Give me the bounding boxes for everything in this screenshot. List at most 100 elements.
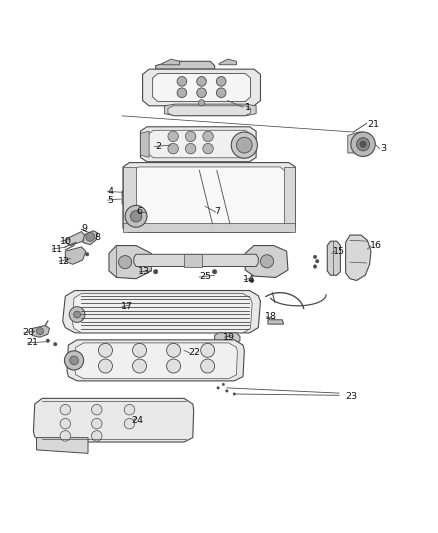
- Circle shape: [197, 88, 206, 98]
- Polygon shape: [123, 223, 295, 231]
- Circle shape: [222, 383, 225, 386]
- Text: 9: 9: [81, 224, 88, 233]
- Circle shape: [92, 418, 102, 429]
- Text: 1: 1: [245, 103, 251, 111]
- Text: 21: 21: [367, 120, 379, 129]
- Text: 8: 8: [95, 233, 101, 242]
- Circle shape: [36, 328, 43, 335]
- Text: 10: 10: [60, 237, 72, 246]
- Polygon shape: [152, 74, 251, 101]
- Polygon shape: [245, 246, 288, 277]
- Polygon shape: [65, 247, 86, 264]
- Text: 21: 21: [26, 338, 38, 348]
- Circle shape: [85, 253, 89, 256]
- Circle shape: [313, 265, 317, 268]
- Circle shape: [185, 131, 196, 142]
- Text: 3: 3: [381, 144, 387, 153]
- Circle shape: [74, 311, 81, 318]
- Polygon shape: [36, 438, 88, 454]
- Polygon shape: [65, 231, 85, 246]
- Circle shape: [53, 343, 57, 346]
- Circle shape: [313, 255, 317, 259]
- Circle shape: [212, 270, 217, 274]
- Circle shape: [64, 351, 84, 370]
- Polygon shape: [67, 340, 244, 381]
- Text: 14: 14: [243, 275, 255, 284]
- Polygon shape: [109, 246, 151, 279]
- Text: 23: 23: [346, 392, 358, 401]
- Polygon shape: [122, 198, 133, 204]
- Circle shape: [233, 393, 236, 395]
- Polygon shape: [148, 130, 251, 158]
- Circle shape: [177, 77, 187, 86]
- Text: 20: 20: [22, 328, 35, 337]
- Text: 25: 25: [199, 272, 212, 281]
- Polygon shape: [123, 163, 295, 232]
- Text: 13: 13: [138, 267, 150, 276]
- Circle shape: [133, 343, 147, 357]
- Circle shape: [124, 418, 135, 429]
- Circle shape: [92, 405, 102, 415]
- Polygon shape: [215, 333, 240, 344]
- Text: 2: 2: [155, 142, 162, 151]
- Circle shape: [351, 132, 375, 157]
- Circle shape: [360, 141, 366, 147]
- Text: 11: 11: [51, 245, 63, 254]
- Text: 24: 24: [132, 416, 144, 425]
- Polygon shape: [63, 290, 261, 333]
- Text: 22: 22: [188, 349, 201, 358]
- Circle shape: [203, 131, 213, 142]
- Circle shape: [261, 255, 274, 268]
- Polygon shape: [168, 106, 251, 116]
- Polygon shape: [155, 61, 215, 69]
- Polygon shape: [284, 167, 295, 228]
- Circle shape: [46, 339, 49, 343]
- Polygon shape: [348, 132, 367, 153]
- Circle shape: [166, 343, 180, 357]
- Polygon shape: [83, 231, 98, 245]
- Polygon shape: [72, 294, 252, 333]
- Circle shape: [70, 356, 78, 365]
- Text: 15: 15: [333, 247, 346, 256]
- Circle shape: [217, 386, 219, 389]
- Polygon shape: [123, 167, 136, 228]
- Circle shape: [357, 138, 370, 151]
- Polygon shape: [141, 127, 256, 161]
- Polygon shape: [164, 104, 256, 116]
- Circle shape: [92, 431, 102, 441]
- Circle shape: [203, 143, 213, 154]
- Text: 19: 19: [223, 333, 235, 342]
- Circle shape: [201, 343, 215, 357]
- Polygon shape: [143, 69, 261, 106]
- Circle shape: [216, 88, 226, 98]
- Text: 18: 18: [265, 312, 277, 321]
- Circle shape: [69, 306, 85, 322]
- Circle shape: [131, 211, 142, 222]
- Polygon shape: [184, 254, 201, 266]
- Polygon shape: [141, 131, 149, 157]
- Circle shape: [60, 405, 71, 415]
- Circle shape: [153, 270, 158, 274]
- Polygon shape: [134, 254, 258, 266]
- Circle shape: [315, 260, 319, 263]
- Circle shape: [125, 205, 147, 227]
- Text: 4: 4: [108, 187, 114, 196]
- Text: 12: 12: [57, 257, 70, 266]
- Circle shape: [166, 359, 180, 373]
- Polygon shape: [122, 188, 133, 200]
- Polygon shape: [219, 59, 237, 65]
- Polygon shape: [32, 326, 49, 337]
- Text: 16: 16: [370, 241, 381, 251]
- Polygon shape: [162, 59, 180, 65]
- Circle shape: [250, 278, 254, 282]
- Circle shape: [197, 77, 206, 86]
- Text: 7: 7: [215, 207, 221, 216]
- Polygon shape: [346, 235, 371, 280]
- Text: 17: 17: [121, 302, 133, 311]
- Polygon shape: [75, 343, 237, 379]
- Polygon shape: [268, 320, 284, 324]
- Text: 6: 6: [136, 207, 142, 216]
- Circle shape: [216, 77, 226, 86]
- Circle shape: [237, 138, 252, 153]
- Circle shape: [168, 131, 178, 142]
